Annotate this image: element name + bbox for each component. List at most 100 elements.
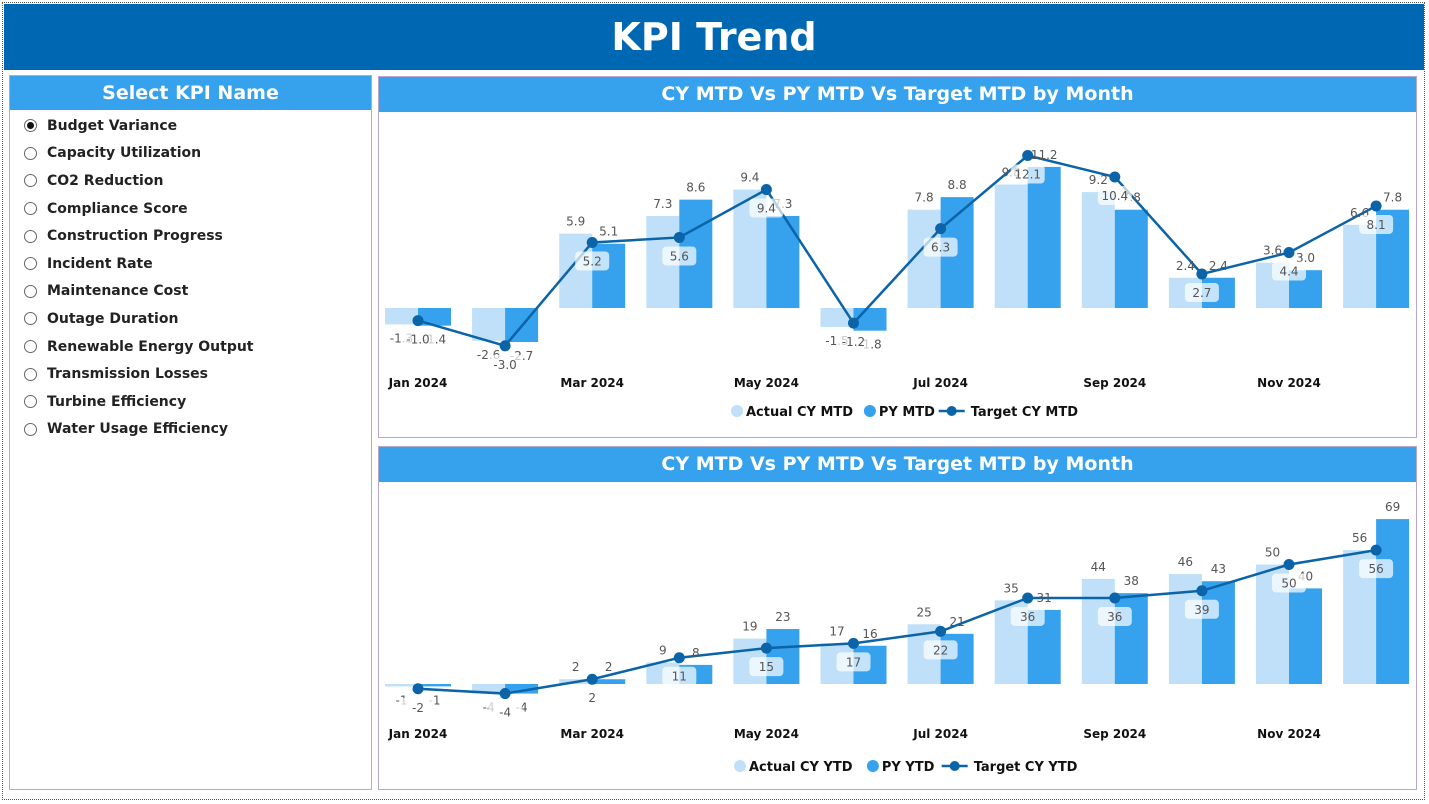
page-title: KPI Trend [4, 4, 1424, 70]
target-label: 22 [933, 643, 948, 657]
radio-icon[interactable] [24, 312, 37, 326]
target-point [848, 637, 859, 649]
target-label: -4 [499, 706, 511, 720]
radio-icon[interactable] [24, 119, 37, 133]
ytd-chart: -1-1-2-4-4-42229811192315171617252122353… [385, 500, 1410, 775]
kpi-option[interactable]: Capacity Utilization [10, 140, 371, 168]
target-label-box [488, 354, 523, 374]
target-point [760, 642, 772, 654]
kpi-option[interactable]: Renewable Energy Output [10, 333, 371, 361]
target-point [499, 688, 511, 700]
kpi-option[interactable]: Turbine Efficiency [10, 388, 371, 416]
kpi-option[interactable]: Outage Duration [10, 305, 371, 333]
kpi-option[interactable]: Maintenance Cost [10, 278, 371, 306]
py-bar [1376, 519, 1410, 684]
target-point [1370, 544, 1382, 556]
mtd-chart-panel: CY MTD Vs PY MTD Vs Target MTD by Month … [378, 76, 1417, 438]
py-bar [592, 679, 626, 684]
kpi-option[interactable]: CO2 Reduction [10, 167, 371, 195]
x-tick-label: Nov 2024 [1257, 727, 1321, 741]
target-label-box [749, 657, 784, 677]
kpi-option-label: CO2 Reduction [47, 172, 164, 189]
actual-label: 9.2 [1089, 173, 1108, 187]
radio-icon[interactable] [24, 174, 37, 188]
target-point [1370, 200, 1382, 212]
target-label-box [923, 237, 958, 257]
target-point [935, 223, 947, 235]
target-point [1109, 171, 1121, 183]
actual-bar [385, 308, 418, 325]
legend-marker [946, 406, 957, 416]
target-point [1283, 247, 1295, 259]
target-label-box [401, 697, 435, 717]
target-point [1196, 585, 1208, 597]
target-label-box [1097, 606, 1132, 626]
radio-icon[interactable] [24, 340, 37, 354]
kpi-option-label: Capacity Utilization [47, 145, 202, 162]
kpi-option[interactable]: Transmission Losses [10, 360, 371, 388]
kpi-option-label: Water Usage Efficiency [47, 421, 229, 438]
target-label: 4.4 [1279, 265, 1298, 279]
kpi-option[interactable]: Budget Variance [10, 112, 371, 140]
kpi-option[interactable]: Compliance Score [10, 195, 371, 223]
legend-label: PY YTD [882, 760, 935, 775]
radio-icon[interactable] [24, 257, 37, 271]
chart-title: CY MTD Vs PY MTD Vs Target MTD by Month [379, 77, 1416, 112]
target-label: -1.0 [406, 333, 429, 347]
radio-icon[interactable] [24, 146, 37, 160]
radio-icon[interactable] [24, 367, 37, 381]
x-tick-label: May 2024 [734, 727, 799, 741]
actual-label: 19 [742, 620, 757, 634]
py-label: 8.6 [686, 181, 705, 195]
actual-label: 3.6 [1263, 244, 1282, 258]
actual-bar [472, 308, 506, 341]
actual-bar [385, 684, 418, 687]
kpi-option[interactable]: Incident Rate [10, 250, 371, 278]
py-bar [1201, 581, 1235, 684]
target-point [1022, 592, 1034, 604]
actual-bar [994, 184, 1028, 308]
kpi-option[interactable]: Water Usage Efficiency [10, 416, 371, 444]
target-label-box [749, 198, 784, 218]
radio-icon[interactable] [24, 284, 37, 298]
actual-bar [1343, 224, 1377, 308]
target-label: 6.3 [931, 241, 950, 255]
py-label: 31 [1037, 591, 1052, 605]
legend-marker [863, 405, 876, 417]
target-point [586, 236, 598, 248]
target-label-box [1010, 164, 1045, 184]
py-bar [766, 216, 800, 308]
actual-bar [472, 684, 506, 694]
x-tick-label: Mar 2024 [560, 376, 624, 390]
actual-label: 2 [572, 660, 580, 674]
legend-label: Actual CY MTD [746, 405, 853, 420]
py-bar [1114, 593, 1148, 684]
target-line [417, 548, 1377, 695]
radio-icon[interactable] [24, 202, 37, 216]
py-label: 2.4 [1209, 259, 1228, 273]
actual-bar [559, 233, 593, 308]
target-label: 12.1 [1014, 168, 1041, 182]
radio-icon[interactable] [24, 229, 37, 243]
target-label-box [836, 332, 871, 352]
legend-label: Target CY MTD [971, 405, 1079, 420]
actual-label: 25 [916, 605, 931, 619]
actual-label: 50 [1265, 546, 1280, 560]
target-point [412, 315, 424, 327]
target-label-box [1359, 214, 1394, 234]
target-label: 56 [1368, 562, 1383, 576]
target-point [848, 317, 859, 329]
kpi-option-label: Incident Rate [47, 255, 153, 272]
target-point [673, 231, 685, 243]
radio-icon[interactable] [24, 422, 37, 436]
target-point [499, 340, 511, 352]
kpi-option-label: Compliance Score [47, 200, 188, 217]
kpi-option[interactable]: Construction Progress [10, 222, 371, 250]
actual-label: 2.4 [1176, 259, 1195, 273]
target-label: 2.7 [1192, 286, 1211, 300]
x-tick-label: Nov 2024 [1257, 376, 1321, 390]
target-label: 39 [1194, 603, 1209, 617]
actual-label: 9.4 [740, 171, 759, 185]
target-label: 5.2 [583, 254, 602, 268]
radio-icon[interactable] [24, 395, 37, 409]
